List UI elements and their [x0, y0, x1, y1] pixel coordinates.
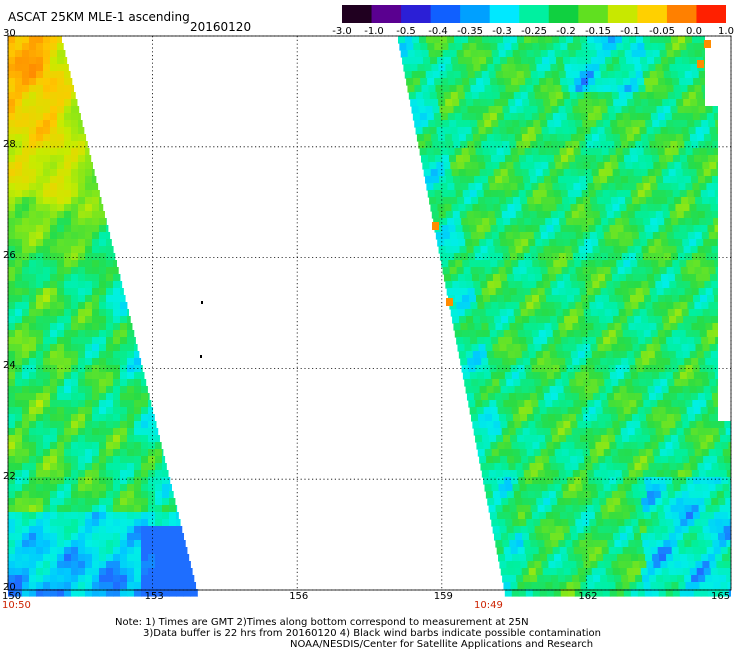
colorbar-tick-label: -3.0	[332, 26, 352, 37]
island-marker	[200, 355, 202, 358]
colorbar-swatch	[666, 5, 697, 23]
colorbar-swatch	[548, 5, 579, 23]
longitude-tick-label: 159	[433, 591, 453, 602]
colorbar-tick-label: -0.1	[620, 26, 640, 37]
latitude-tick-label: 30	[3, 28, 16, 39]
latitude-tick-label: 28	[3, 138, 16, 150]
colorbar-swatch	[578, 5, 609, 23]
note-line-2: 3)Data buffer is 22 hrs from 20160120 4)…	[143, 628, 601, 639]
left-swath-time: 10:50	[2, 600, 31, 611]
latitude-tick-label: 24	[3, 360, 16, 372]
colorbar-swatch	[371, 5, 402, 23]
longitude-tick-label: 165	[711, 591, 731, 602]
colorbar-tick-label: 0.0	[686, 26, 702, 37]
colorbar-swatch	[607, 5, 638, 23]
colorbar-swatch	[460, 5, 491, 23]
wind-field	[8, 36, 731, 597]
colorbar-tick-label: -1.0	[364, 26, 384, 37]
note-line-1: Note: 1) Times are GMT 2)Times along bot…	[115, 617, 529, 628]
colorbar-swatch	[519, 5, 550, 23]
product-title: ASCAT 25KM MLE-1 ascending	[8, 10, 190, 24]
colorbar-tick-label: -0.05	[649, 26, 675, 37]
longitude-tick-label: 150	[2, 591, 22, 602]
longitude-tick-label: 156	[289, 591, 309, 602]
colorbar-tick-label: -0.5	[396, 26, 416, 37]
latitude-tick-label: 20	[3, 582, 16, 593]
colorbar-tick-label: -0.15	[585, 26, 611, 37]
colorbar-tick-label: 1.0	[718, 26, 734, 37]
colorbar-tick-label: -0.25	[521, 26, 547, 37]
colorbar-swatch	[696, 5, 726, 23]
latitude-tick-label: 22	[3, 471, 16, 483]
longitude-tick-label: 153	[144, 591, 164, 602]
colorbar-swatch	[637, 5, 668, 23]
product-date: 20160120	[190, 20, 252, 34]
colorbar-tick-label: -0.3	[492, 26, 512, 37]
right-swath-time: 10:49	[474, 600, 503, 611]
island-marker	[201, 301, 203, 304]
colorbar-swatch	[342, 5, 373, 23]
note-line-3: NOAA/NESDIS/Center for Satellite Applica…	[290, 639, 594, 650]
longitude-tick-label: 162	[578, 591, 598, 602]
colorbar-tick-label: -0.35	[457, 26, 483, 37]
map-frame	[7, 35, 732, 591]
colorbar-swatch	[489, 5, 520, 23]
colorbar-swatch	[430, 5, 461, 23]
colorbar-tick-label: -0.2	[556, 26, 576, 37]
colorbar-tick-label: -0.4	[428, 26, 448, 37]
latitude-tick-label: 26	[3, 249, 16, 261]
colorbar-swatch	[401, 5, 432, 23]
colorbar	[342, 5, 726, 23]
